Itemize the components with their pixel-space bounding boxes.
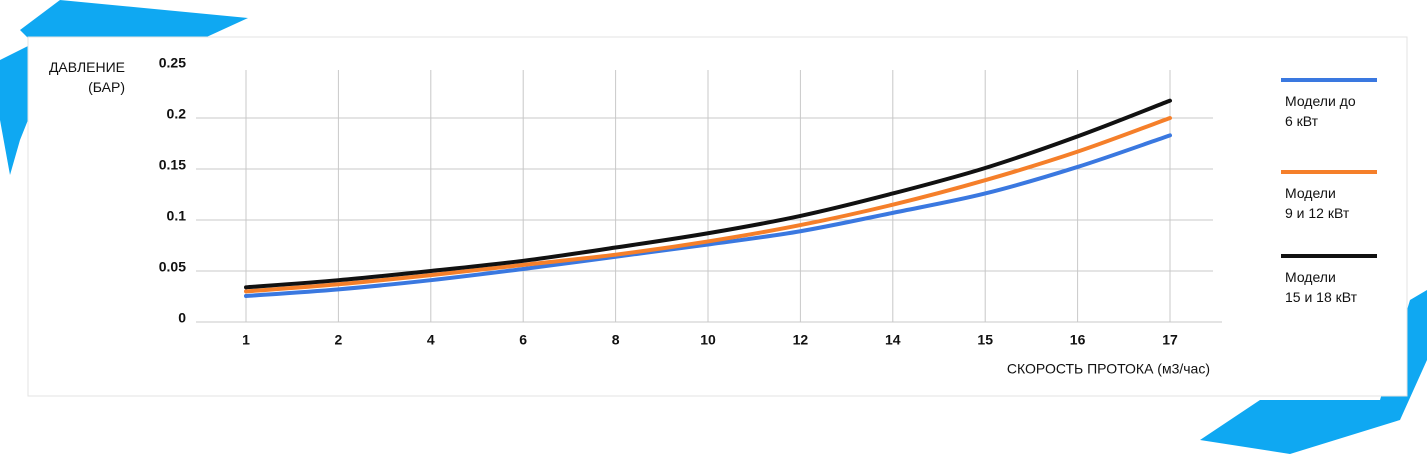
legend-label: Модели 9 и 12 кВт xyxy=(1285,185,1350,221)
x-tick-label: 6 xyxy=(519,332,527,348)
card xyxy=(27,36,1408,397)
series-line xyxy=(244,133,1172,298)
x-tick-label: 14 xyxy=(885,332,901,348)
legend-label: Модели 15 и 18 кВт xyxy=(1285,269,1358,305)
y-tick-label: 0.15 xyxy=(159,157,186,173)
x-axis-label: СКОРОСТЬ ПРОТОКА (м3/час) xyxy=(1007,361,1210,377)
y-tick-label: 0.25 xyxy=(159,55,186,71)
y-tick-label: 0 xyxy=(178,310,186,326)
decoration xyxy=(1200,290,1427,454)
x-tick-label: 16 xyxy=(1070,332,1086,348)
plot: 1 2 4 6 8 10 12 14 15 16 170.250.20.150.10.050ДАВЛ… xyxy=(49,55,1377,377)
x-tick-label: 15 xyxy=(977,332,993,348)
series-line xyxy=(244,116,1172,294)
legend-label: Модели до 6 кВт xyxy=(1285,93,1356,129)
x-tick-label: 10 xyxy=(700,332,716,348)
y-axis-label: ДАВЛЕНИЕ (БАР) xyxy=(49,59,125,95)
x-tick-label: 1 xyxy=(242,332,250,348)
series-line xyxy=(244,98,1172,290)
decoration xyxy=(20,0,248,40)
y-tick-label: 0.1 xyxy=(167,208,187,224)
y-tick-label: 0.05 xyxy=(159,259,186,275)
y-tick-label: 0.2 xyxy=(167,106,187,122)
x-tick-label: 4 xyxy=(427,332,435,348)
x-tick-label: 8 xyxy=(612,332,620,348)
x-tick-label: 2 xyxy=(335,332,343,348)
x-tick-label: 12 xyxy=(793,332,809,348)
x-tick-label: 17 xyxy=(1162,332,1178,348)
